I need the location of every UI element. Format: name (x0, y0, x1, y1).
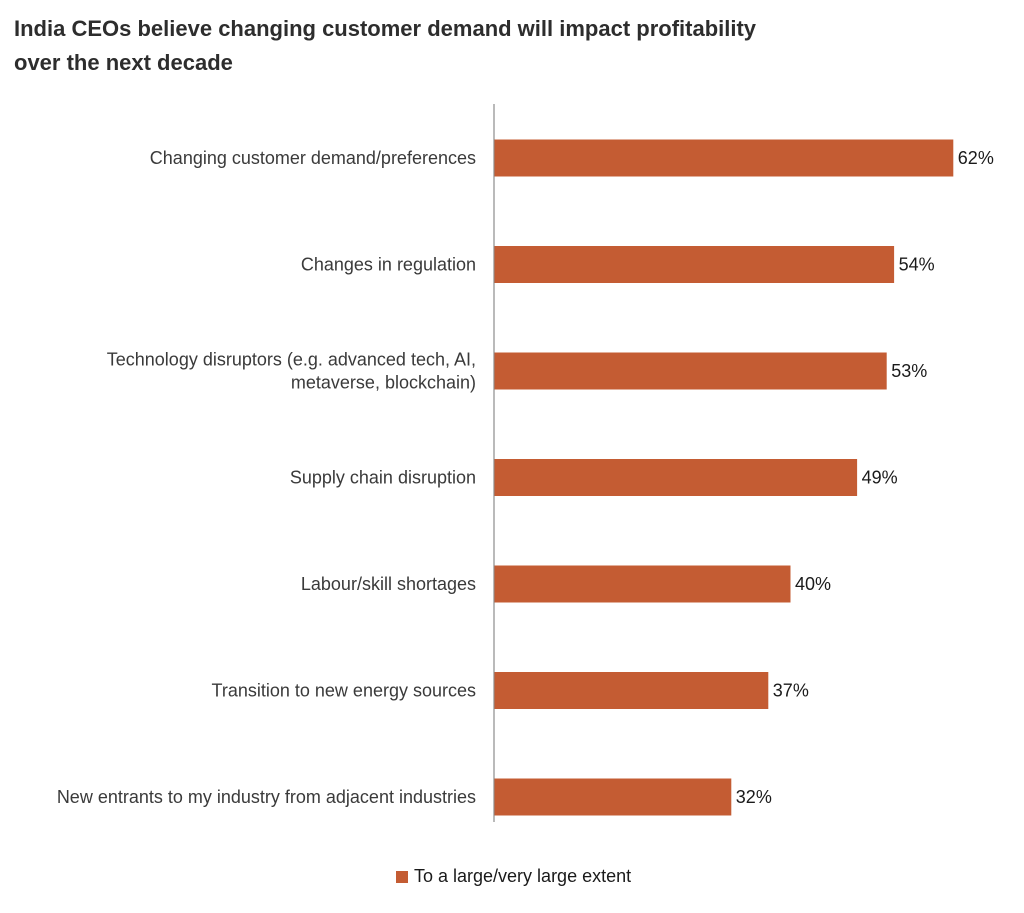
chart-title-line-1: India CEOs believe changing customer dem… (14, 16, 757, 41)
bar-value-label: 53% (891, 361, 927, 381)
bar-value-label: 40% (795, 574, 831, 594)
bar (494, 778, 732, 816)
category-label: metaverse, blockchain) (291, 373, 476, 393)
bar (494, 139, 954, 177)
category-label: New entrants to my industry from adjacen… (57, 787, 476, 807)
legend-label: To a large/very large extent (414, 866, 632, 886)
bar-value-label: 54% (899, 255, 935, 275)
bar-value-label: 49% (862, 468, 898, 488)
bar (494, 459, 858, 496)
chart-title: India CEOs believe changing customer dem… (14, 12, 914, 80)
bar-value-label: 62% (958, 148, 994, 168)
legend: To a large/very large extent (396, 866, 631, 887)
chart-title-line-2: over the next decade (14, 50, 233, 75)
bar (494, 672, 769, 709)
bar (494, 246, 895, 283)
category-label: Changing customer demand/preferences (150, 148, 476, 168)
category-label: Supply chain disruption (290, 468, 476, 488)
legend-swatch (396, 870, 408, 883)
category-label: Technology disruptors (e.g. advanced tec… (107, 350, 476, 370)
category-label: Changes in regulation (301, 255, 476, 275)
category-label: Transition to new energy sources (212, 681, 476, 701)
category-label: Labour/skill shortages (301, 574, 476, 594)
bar (494, 565, 791, 603)
bar-value-label: 37% (773, 681, 809, 701)
bar-value-label: 32% (736, 787, 772, 807)
bar (494, 352, 887, 390)
